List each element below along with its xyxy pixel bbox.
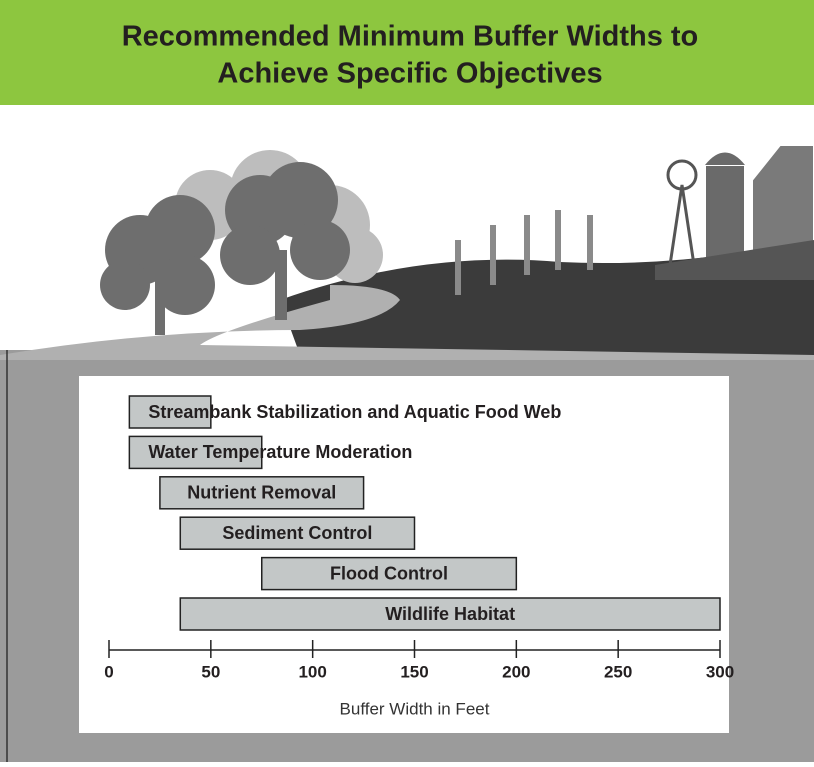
x-tick-label: 50	[201, 662, 220, 681]
x-tick-label: 250	[604, 662, 632, 681]
x-tick-label: 0	[104, 662, 113, 681]
bar-label: Wildlife Habitat	[385, 604, 515, 624]
x-tick-label: 200	[502, 662, 530, 681]
bar-label: Nutrient Removal	[187, 483, 336, 503]
bar-label: Streambank Stabilization and Aquatic Foo…	[148, 402, 561, 422]
chart-title: Achieve Specific Objectives	[217, 58, 602, 90]
x-axis-label: Buffer Width in Feet	[340, 699, 490, 718]
bar-label: Sediment Control	[222, 523, 372, 543]
x-tick-label: 150	[400, 662, 428, 681]
x-tick-label: 100	[298, 662, 326, 681]
chart-title: Recommended Minimum Buffer Widths to	[122, 21, 699, 53]
x-tick-label: 300	[706, 662, 734, 681]
bar-label: Flood Control	[330, 563, 448, 583]
bar-label: Water Temperature Moderation	[148, 442, 412, 462]
chart: Recommended Minimum Buffer Widths to Ach…	[0, 0, 814, 762]
